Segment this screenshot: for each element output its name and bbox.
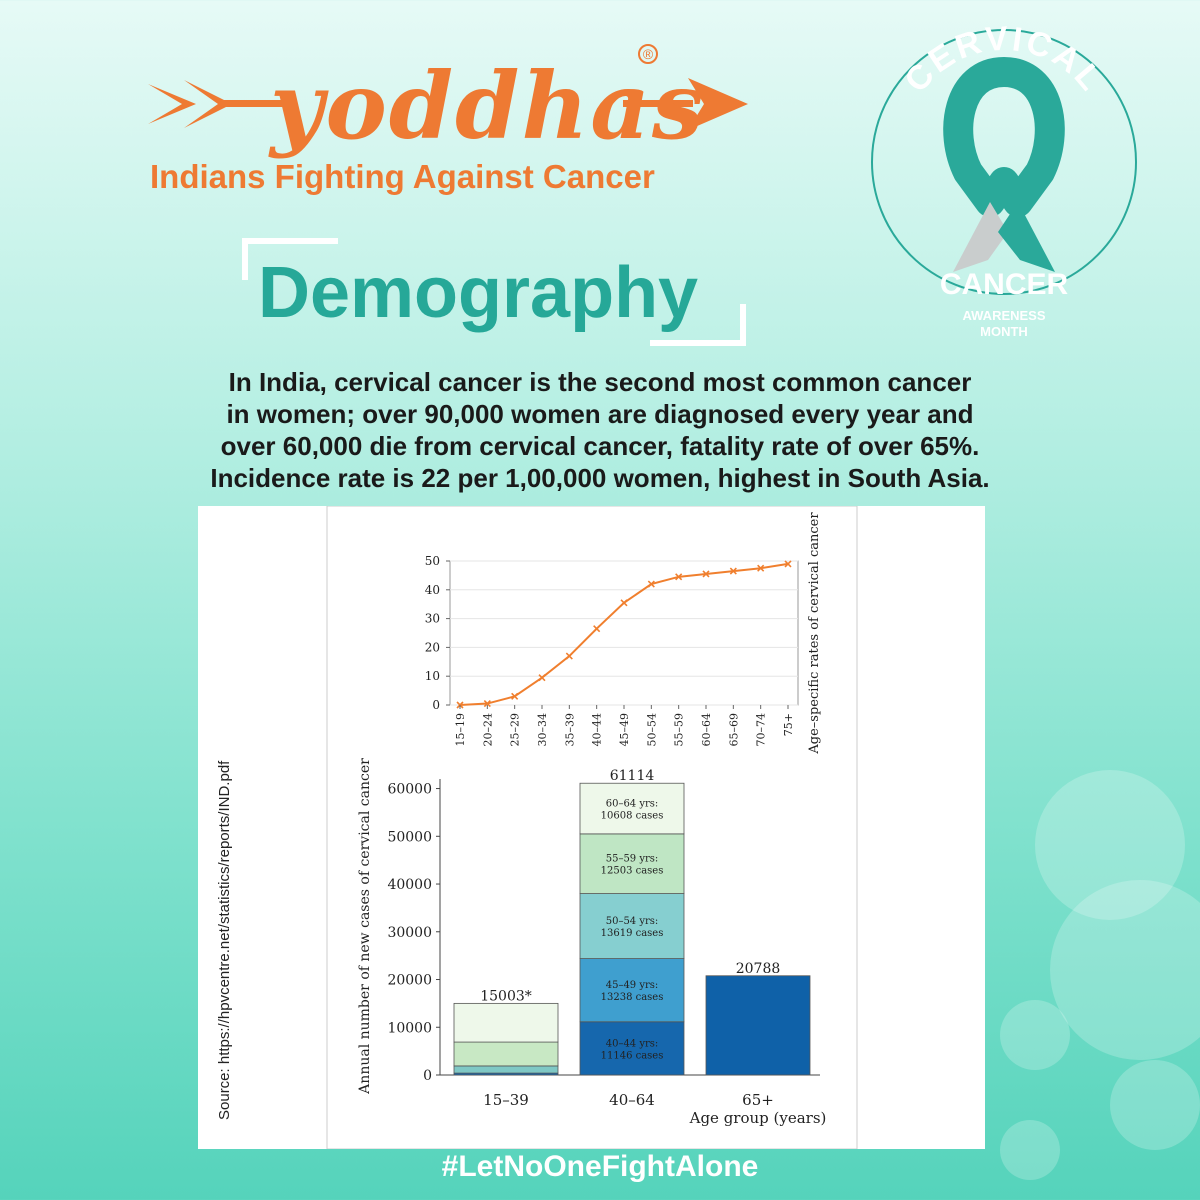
line-x-tick-label: 55–59	[673, 713, 686, 747]
registered-mark: ®	[638, 44, 658, 64]
intro-line: In India, cervical cancer is the second …	[228, 367, 972, 397]
bar-segment-label: 60–64 yrs:	[606, 799, 659, 810]
line-x-tick-label: 15–19	[454, 713, 467, 747]
bar-x-tick-label: 65+	[742, 1091, 774, 1109]
arrow-logo-icon	[148, 78, 748, 130]
line-point	[511, 692, 519, 700]
line-plot-frame	[449, 560, 799, 706]
bar-segment-label: 13619 cases	[601, 928, 664, 939]
bar-segment-label: 10608 cases	[601, 811, 664, 822]
badge-sub1-text: AWARENESS	[962, 308, 1045, 323]
line-point	[620, 599, 628, 607]
bar-total-label: 61114	[610, 768, 655, 784]
bar-segment-label: 11146 cases	[601, 1050, 664, 1061]
bar-segment	[453, 1065, 559, 1074]
bg-bubble	[1050, 880, 1200, 1060]
line-y-tick-label: 30	[425, 612, 440, 626]
bar-segment-label: 50–54 yrs:	[606, 916, 659, 927]
line-point	[483, 699, 491, 708]
line-y-tick-label: 20	[425, 640, 440, 654]
bar-segment	[453, 1041, 559, 1067]
bar-segment-label: 55–59 yrs:	[606, 854, 659, 865]
bar-segment	[579, 833, 685, 894]
bar-y-axis-label: Annual number of new cases of cervical c…	[357, 758, 373, 1095]
bar-x-tick-label: 40–64	[609, 1091, 655, 1109]
bg-bubble	[1110, 1060, 1200, 1150]
intro-paragraph: In India, cervical cancer is the second …	[120, 366, 1080, 494]
bar-segment	[579, 1021, 685, 1076]
line-y-tick-label: 10	[425, 669, 440, 683]
line-x-tick-label: 65–69	[727, 713, 740, 747]
bar-x-axis-label: Age group (years)	[689, 1109, 827, 1127]
badge-sub2-text: MONTH	[980, 324, 1028, 339]
bar-y-tick-label: 60000	[387, 782, 432, 798]
intro-line: in women; over 90,000 women are diagnose…	[226, 399, 974, 429]
bar-segment-label: 13238 cases	[601, 992, 664, 1003]
line-x-tick-label: 25–29	[509, 713, 522, 747]
heading-bracket-top-left	[242, 238, 338, 280]
line-x-tick-label: 70–74	[755, 713, 768, 747]
line-y-tick-label: 0	[432, 698, 440, 712]
hashtag: #LetNoOneFightAlone	[441, 1150, 759, 1183]
line-x-tick-label: 20–24	[481, 713, 494, 747]
line-point	[593, 625, 601, 633]
source-citation: Source: https://hpvcentre.net/statistics…	[216, 760, 233, 1120]
bar-total-label: 20788	[736, 961, 781, 977]
bar-y-tick-label: 30000	[387, 925, 432, 941]
ribbon-icon	[943, 57, 1065, 272]
line-x-tick-label: 30–34	[536, 713, 549, 747]
bg-bubble	[1035, 770, 1185, 920]
line-x-tick-label: 40–44	[591, 713, 604, 747]
line-point	[784, 560, 792, 568]
chart-panel: 0 10 20 30 40 50 15–19 20–24 25–29 30–34 35–39 40–4…	[198, 505, 985, 1150]
bar-y-tick-label: 20000	[387, 973, 432, 989]
bar-segment	[579, 782, 685, 835]
badge-bottom-text: CANCER	[940, 268, 1069, 301]
bar-x-tick-label: 15–39	[483, 1091, 529, 1109]
bg-bubble	[1000, 1000, 1070, 1070]
bar-y-tick-label: 50000	[387, 829, 432, 845]
bar-segment-label: 40–44 yrs:	[606, 1038, 659, 1049]
line-x-tick-label: 50–54	[645, 713, 658, 747]
bar-total-label: 15003*	[480, 988, 532, 1004]
line-x-tick-label: 60–64	[700, 713, 713, 747]
line-point	[647, 580, 655, 588]
heading-bracket-bottom-right	[650, 304, 746, 346]
line-point	[702, 570, 710, 578]
intro-line: Incidence rate is 22 per 1,00,000 women,…	[210, 463, 990, 493]
line-y-tick-label: 40	[425, 583, 440, 597]
line-x-tick-label: 75+	[782, 713, 795, 736]
bar-segment	[705, 975, 811, 1076]
line-point	[565, 652, 573, 660]
brand-logo-word: yoddhas	[270, 52, 706, 160]
bar-segment-label: 45–49 yrs:	[606, 980, 659, 991]
page-title: Demography	[258, 253, 699, 333]
line-x-tick-label: 35–39	[563, 713, 576, 747]
line-y-tick-label: 50	[425, 554, 440, 568]
bar-segment-label: 12503 cases	[601, 866, 664, 877]
bar-y-tick-label: 10000	[387, 1020, 432, 1036]
bar-segment	[453, 1002, 559, 1043]
bar-segment	[579, 958, 685, 1023]
line-y-axis-label: Age–specific rates of cervical cancer	[807, 512, 822, 755]
intro-line: over 60,000 die from cervical cancer, fa…	[220, 431, 980, 461]
bar-y-tick-label: 0	[423, 1068, 432, 1084]
line-point	[729, 567, 737, 575]
awareness-badge: CERVICAL CANCER AWARENESS MONTH	[871, 22, 1137, 339]
chart-figure: 0 10 20 30 40 50 15–19 20–24 25–29 30–34 35–39 40–4…	[326, 505, 858, 1150]
line-x-tick-label: 45–49	[618, 713, 631, 747]
brand-tagline: Indians Fighting Against Cancer	[150, 158, 655, 195]
bar-y-tick-label: 40000	[387, 877, 432, 893]
bar-segment	[579, 893, 685, 959]
line-point	[675, 573, 683, 581]
bg-bubble	[1000, 1120, 1060, 1180]
line-point	[757, 564, 765, 572]
line-series-rates	[459, 562, 789, 706]
line-point	[538, 674, 546, 682]
